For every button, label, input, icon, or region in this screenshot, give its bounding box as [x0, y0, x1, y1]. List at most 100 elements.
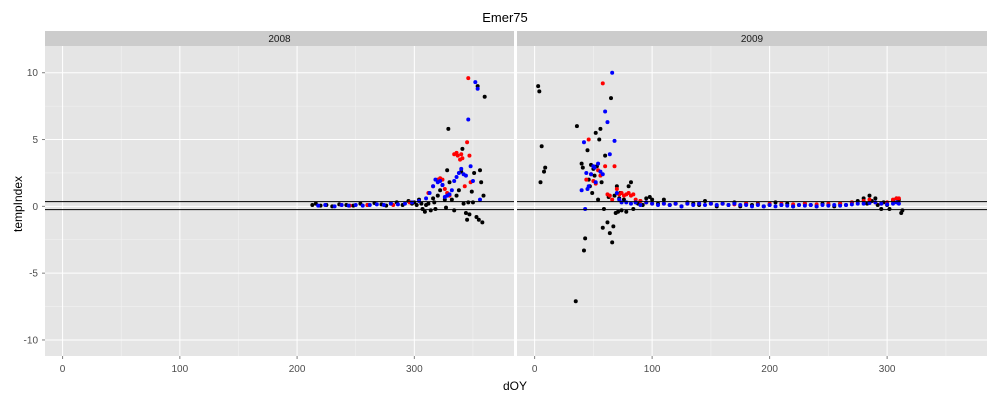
data-point — [797, 203, 801, 208]
data-point — [624, 200, 629, 205]
data-point — [543, 165, 548, 170]
data-point — [536, 84, 541, 89]
data-point — [353, 203, 358, 208]
data-point — [583, 236, 588, 241]
data-point — [581, 248, 586, 253]
data-point — [584, 177, 589, 182]
facet-strip-label: 2008 — [268, 34, 291, 45]
data-point — [650, 201, 655, 206]
data-point — [612, 138, 617, 143]
data-point — [574, 124, 579, 129]
data-point — [573, 299, 578, 304]
x-tick-label: 300 — [879, 364, 896, 375]
data-point — [583, 207, 588, 212]
data-point — [873, 196, 878, 201]
data-point — [474, 215, 479, 220]
data-point — [887, 207, 892, 212]
data-point — [465, 217, 470, 222]
data-point — [424, 196, 429, 201]
plot-panel-background — [45, 46, 514, 356]
data-point — [432, 200, 437, 205]
data-point — [855, 201, 860, 206]
data-point — [838, 203, 843, 208]
data-point — [323, 203, 328, 208]
data-point — [459, 152, 464, 157]
data-point — [656, 203, 660, 208]
data-point — [685, 201, 690, 206]
data-point — [422, 209, 427, 214]
data-point — [426, 201, 431, 206]
data-point — [755, 203, 760, 208]
data-point — [419, 201, 424, 206]
data-point — [442, 186, 447, 191]
data-point — [607, 193, 612, 198]
data-point — [414, 203, 419, 208]
data-point — [598, 126, 603, 131]
data-point — [590, 190, 595, 195]
data-point — [388, 201, 393, 206]
data-point — [611, 224, 616, 229]
data-point — [584, 170, 589, 175]
data-point — [445, 168, 450, 173]
data-point — [467, 212, 472, 217]
data-point — [603, 153, 608, 158]
data-point — [647, 194, 652, 199]
data-point — [367, 203, 372, 208]
data-point — [395, 202, 400, 207]
data-point — [619, 208, 624, 213]
data-point — [592, 165, 597, 170]
data-point — [610, 197, 615, 202]
data-point — [814, 204, 819, 209]
data-point — [624, 209, 629, 214]
data-point — [879, 201, 884, 206]
data-point — [459, 166, 464, 171]
data-point — [633, 200, 638, 205]
data-point — [433, 177, 438, 182]
data-point — [460, 156, 465, 161]
data-point — [900, 208, 905, 213]
y-tick-label: 0 — [32, 202, 38, 213]
facet-panels: 2008 0 100 200 300 -10 -5 0 5 10 2009 0 100 200 300 — [24, 31, 987, 375]
data-point — [691, 203, 696, 208]
facet-strip — [517, 31, 987, 46]
data-point — [537, 89, 542, 94]
data-point — [697, 201, 702, 206]
y-tick-label: 10 — [27, 68, 39, 79]
data-point — [461, 201, 466, 206]
data-point — [600, 172, 605, 177]
data-point — [469, 189, 474, 194]
data-point — [626, 190, 631, 195]
data-point — [601, 207, 606, 212]
data-point — [346, 203, 351, 208]
data-point — [466, 200, 471, 205]
data-point — [470, 200, 475, 205]
data-point — [638, 203, 643, 208]
data-point — [861, 201, 866, 206]
facet-strip-label: 2009 — [741, 34, 764, 45]
data-point — [605, 220, 610, 225]
data-point — [891, 197, 895, 202]
data-point — [435, 193, 440, 198]
y-tick-label: -10 — [24, 335, 39, 346]
data-point — [607, 152, 612, 157]
data-point — [462, 184, 467, 189]
series-blue — [579, 70, 901, 212]
data-point — [593, 130, 598, 135]
data-point — [621, 197, 626, 202]
data-point — [791, 204, 796, 209]
data-point — [610, 240, 615, 245]
x-tick-label: 300 — [406, 364, 423, 375]
data-point — [873, 200, 878, 205]
facet-panel-2009: 2009 0 100 200 300 — [517, 31, 987, 375]
data-point — [447, 180, 452, 185]
data-point — [466, 117, 471, 122]
data-point — [581, 140, 586, 145]
data-point — [538, 180, 543, 185]
data-point — [589, 172, 594, 177]
data-point — [475, 86, 480, 91]
data-point — [875, 203, 880, 208]
data-point — [619, 190, 624, 195]
data-point — [592, 173, 597, 178]
data-point — [673, 201, 678, 206]
